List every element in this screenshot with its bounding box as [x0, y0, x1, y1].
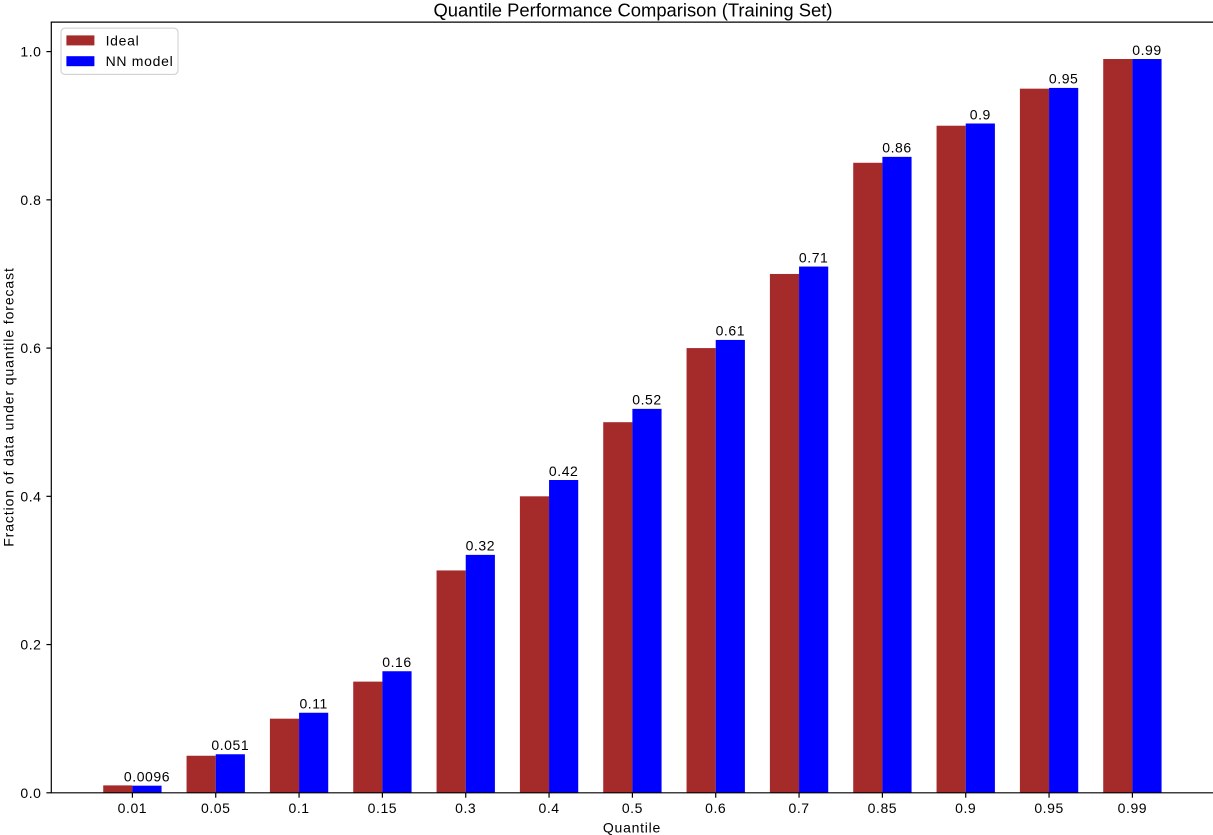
- svg-text:0.2: 0.2: [20, 637, 41, 653]
- svg-text:0.42: 0.42: [549, 463, 578, 479]
- svg-text:0.9: 0.9: [970, 106, 991, 122]
- svg-text:0.6: 0.6: [705, 800, 726, 816]
- svg-text:Quantile Performance Compariso: Quantile Performance Comparison (Trainin…: [434, 0, 833, 20]
- svg-text:0.8: 0.8: [20, 192, 41, 208]
- svg-text:0.11: 0.11: [299, 696, 327, 712]
- svg-text:0.15: 0.15: [368, 800, 397, 816]
- svg-text:0.4: 0.4: [20, 488, 41, 504]
- svg-text:0.1: 0.1: [289, 800, 310, 816]
- svg-text:0.61: 0.61: [716, 323, 745, 339]
- svg-text:0.95: 0.95: [1049, 71, 1078, 87]
- svg-text:0.0: 0.0: [20, 785, 41, 801]
- svg-text:0.52: 0.52: [632, 392, 661, 408]
- svg-text:0.9: 0.9: [955, 800, 976, 816]
- svg-text:0.4: 0.4: [538, 800, 559, 816]
- svg-text:0.85: 0.85: [868, 800, 897, 816]
- svg-text:0.3: 0.3: [455, 800, 476, 816]
- svg-text:Fraction of data under quantil: Fraction of data under quantile forecast: [0, 267, 16, 547]
- svg-text:NN model: NN model: [106, 53, 174, 69]
- svg-text:0.99: 0.99: [1132, 42, 1161, 58]
- svg-text:0.6: 0.6: [20, 340, 41, 356]
- svg-text:Ideal: Ideal: [106, 32, 140, 48]
- svg-text:0.99: 0.99: [1118, 800, 1147, 816]
- svg-text:0.32: 0.32: [466, 538, 495, 554]
- svg-text:0.01: 0.01: [118, 800, 147, 816]
- svg-text:0.0096: 0.0096: [124, 768, 170, 784]
- svg-text:0.16: 0.16: [382, 654, 411, 670]
- svg-text:0.95: 0.95: [1034, 800, 1063, 816]
- svg-text:0.71: 0.71: [799, 249, 828, 265]
- svg-text:1.0: 1.0: [20, 44, 41, 60]
- svg-text:0.7: 0.7: [788, 800, 809, 816]
- svg-text:0.051: 0.051: [211, 737, 249, 753]
- svg-text:0.5: 0.5: [622, 800, 643, 816]
- svg-text:0.86: 0.86: [882, 140, 911, 156]
- svg-text:Quantile: Quantile: [603, 820, 661, 835]
- svg-text:0.05: 0.05: [201, 800, 230, 816]
